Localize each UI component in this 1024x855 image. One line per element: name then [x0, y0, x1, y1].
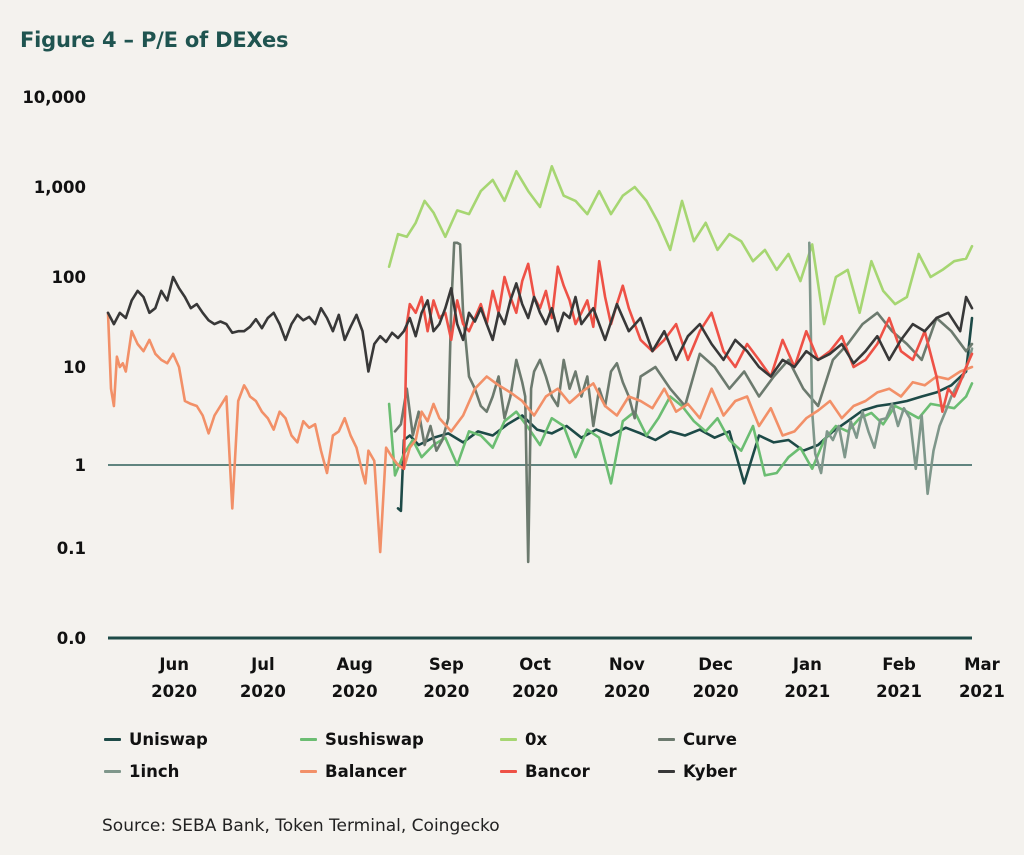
legend-label: Bancor	[525, 762, 590, 781]
x-tick-month: Dec	[698, 655, 733, 674]
legend-swatch	[104, 770, 121, 773]
series-line-curve	[393, 241, 974, 564]
legend-label: 1inch	[129, 762, 180, 781]
x-axis-ticks: Jun 2020 Jul 2020 Aug 2020 Sep 2020 Oct 2020 Nov 20…	[151, 655, 1005, 701]
y-tick-label: 0.0	[57, 629, 86, 648]
legend-swatch	[300, 738, 317, 741]
legend-item-0x: 0x	[500, 730, 547, 749]
legend-item-bancor: Bancor	[500, 762, 590, 781]
y-tick-label: 0.1	[57, 539, 86, 558]
legend-label: Curve	[683, 730, 737, 749]
legend-item-uniswap: Uniswap	[104, 730, 208, 749]
chart-title: Figure 4 – P/E of DEXes	[20, 28, 289, 52]
y-tick-label: 1	[75, 456, 86, 475]
x-tick-month: Feb	[882, 655, 916, 674]
y-tick-label: 10	[63, 358, 86, 377]
legend-item-curve: Curve	[658, 730, 737, 749]
series-line-uniswap	[396, 316, 974, 513]
x-tick-year: 2020	[423, 682, 469, 701]
source-note: Source: SEBA Bank, Token Terminal, Coing…	[102, 816, 500, 836]
x-tick-year: 2020	[604, 682, 650, 701]
legend-item-sushiswap: Sushiswap	[300, 730, 424, 749]
legend-item-1inch: 1inch	[104, 762, 179, 781]
legend-label: 0x	[525, 730, 548, 749]
y-tick-label: 10,000	[22, 88, 86, 107]
x-tick-year: 2021	[876, 682, 922, 701]
legend-swatch	[500, 770, 517, 773]
legend-item-balancer: Balancer	[300, 762, 406, 781]
series-line-kyber	[106, 275, 974, 378]
legend-swatch	[104, 738, 121, 741]
legend-swatch	[300, 770, 317, 773]
x-tick-year: 2020	[693, 682, 739, 701]
series-line-balancer	[106, 311, 974, 554]
series-line-bancor	[402, 259, 974, 471]
x-tick-month: Aug	[336, 655, 372, 674]
series-line-1inch	[807, 241, 974, 496]
series-line-sushiswap	[387, 382, 974, 485]
x-tick-year: 2020	[240, 682, 286, 701]
x-tick-month: Nov	[609, 655, 645, 674]
series-lines	[106, 165, 974, 564]
series-line-0x	[387, 165, 974, 326]
y-tick-label: 100	[52, 268, 86, 287]
x-tick-year: 2020	[332, 682, 378, 701]
legend-swatch	[658, 770, 675, 773]
legend-item-kyber: Kyber	[658, 762, 737, 781]
x-tick-year: 2020	[151, 682, 197, 701]
legend-label: Sushiswap	[325, 730, 424, 749]
x-tick-month: Mar	[964, 655, 1001, 674]
x-tick-month: Oct	[519, 655, 551, 674]
x-tick-year: 2020	[512, 682, 558, 701]
chart-plot: 10,000 1,000 100 10 1 0.1 0.0 Jun 2020 Jul 2020 Au…	[22, 88, 1005, 701]
y-axis-ticks: 10,000 1,000 100 10 1 0.1 0.0	[22, 88, 86, 648]
x-tick-month: Jul	[250, 655, 275, 674]
x-tick-year: 2021	[959, 682, 1005, 701]
y-tick-label: 1,000	[34, 178, 86, 197]
x-tick-month: Jan	[792, 655, 822, 674]
legend-label: Balancer	[325, 762, 407, 781]
legend-label: Uniswap	[129, 730, 208, 749]
x-tick-year: 2021	[784, 682, 830, 701]
legend-swatch	[500, 738, 517, 741]
x-tick-month: Jun	[158, 655, 189, 674]
x-tick-month: Sep	[429, 655, 464, 674]
legend-label: Kyber	[683, 762, 737, 781]
legend-swatch	[658, 738, 675, 741]
